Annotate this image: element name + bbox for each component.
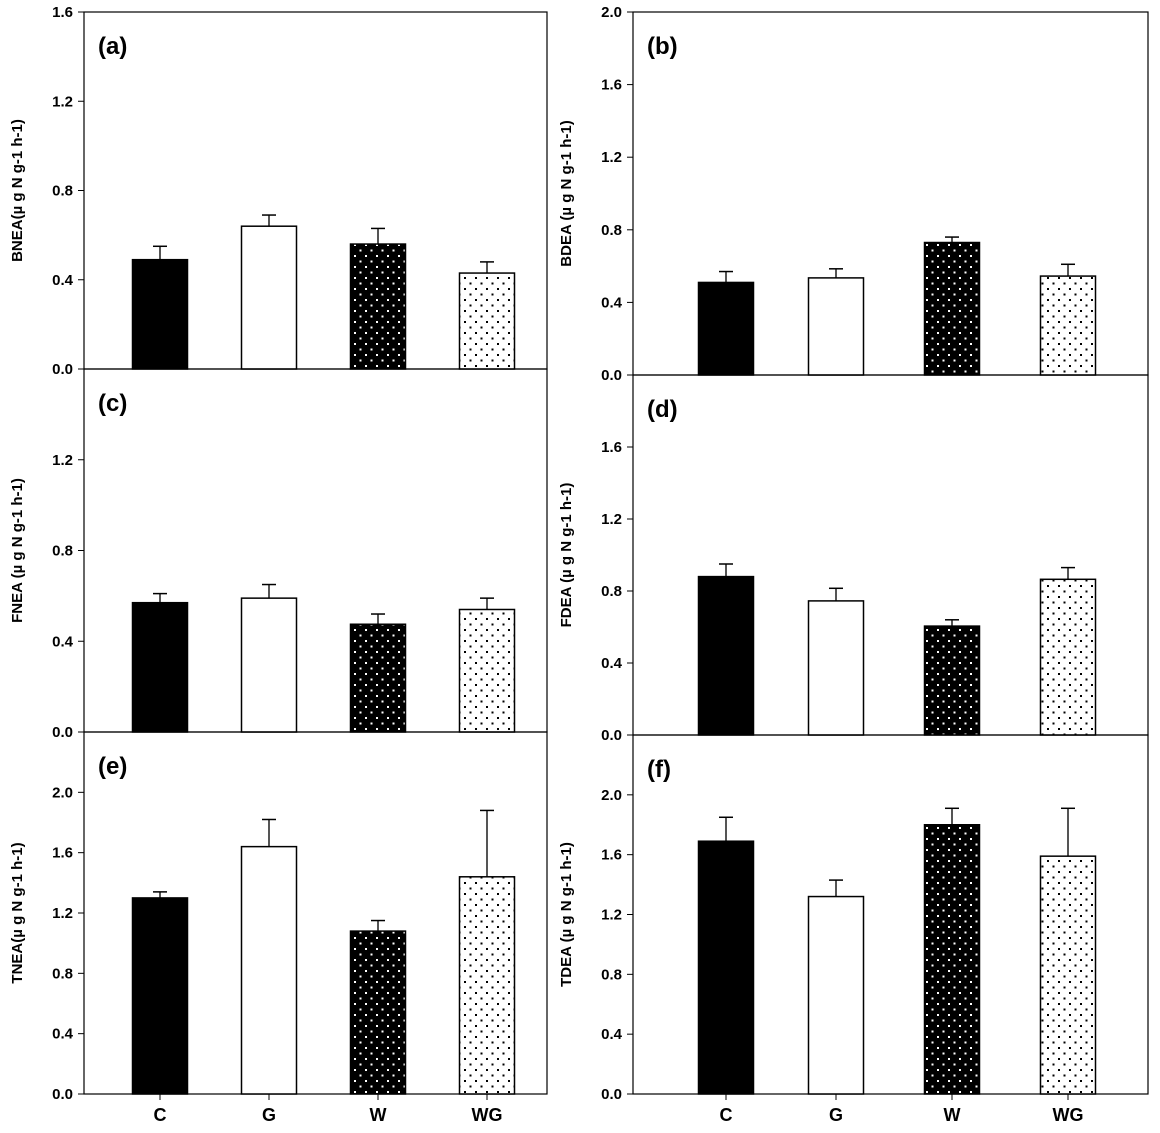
bar-G [240,845,298,1095]
bar-WG [458,876,516,1095]
panel-b: 0.0 0.4 0.8 1.2 1.6 2.0 (b) BDEA (µ g N g-1 h-1… [558,4,1149,384]
y-axis-label: TNEA(µ g N g-1 h-1) [9,842,26,983]
bar-C [131,601,189,733]
x-tick-label: WG [472,1105,503,1125]
bar-W [923,241,981,376]
y-tick-label: 0.4 [52,272,74,289]
x-tick-label: WG [1053,1105,1084,1125]
panel-label: (e) [98,753,127,780]
x-tick-label: G [829,1105,843,1125]
y-tick-label: 0.4 [52,633,74,650]
bar-W [349,243,407,370]
y-tick-label: 0.0 [52,361,73,378]
bar-C [131,897,189,1095]
bar-C [131,258,189,370]
bar-G [807,600,865,736]
y-tick-label: 0.8 [52,183,73,200]
y-tick-label: 0.0 [601,1086,622,1103]
y-tick-label: 1.6 [601,847,622,864]
bar-W [923,625,981,736]
y-tick-label: 1.6 [601,439,622,456]
panel-f: 0.0 0.4 0.8 1.2 1.6 2.0 (f) TDEA (µ g N g-1 h-1… [558,734,1149,1125]
y-tick-label: 1.6 [52,845,73,862]
bar-G [240,225,298,370]
y-tick-label: 0.8 [601,583,622,600]
y-axis-label: BDEA (µ g N g-1 h-1) [558,120,575,266]
y-tick-label: 1.2 [52,93,73,110]
panel-label: (c) [98,390,127,417]
x-tick-label: W [370,1105,387,1125]
bar-C [697,840,755,1095]
y-tick-label: 0.4 [601,1026,623,1043]
x-tick-label: C [720,1105,733,1125]
panel-label: (d) [647,396,678,423]
y-axis-label: BNEA(µ g N g-1 h-1) [9,119,26,262]
panel-c: 0.0 0.4 0.8 1.2 (c) FNEA (µ g N g-1 h-1) [9,368,548,741]
x-tick-label: G [262,1105,276,1125]
bar-W [349,930,407,1095]
y-tick-label: 0.0 [52,1086,73,1103]
bar-W [923,824,981,1095]
bar-W [349,623,407,733]
panel-label: (a) [98,33,127,60]
y-tick-label: 0.0 [52,724,73,741]
panel-a: 0.0 0.4 0.8 1.2 1.6 (a) BNEA(µ g N g-1 h-1) [9,4,548,378]
bar-G [240,597,298,733]
y-axis-label: TDEA (µ g N g-1 h-1) [558,842,575,987]
y-tick-label: 0.8 [601,222,622,239]
y-tick-label: 0.8 [601,966,622,983]
bar-C [697,575,755,736]
y-tick-label: 1.6 [601,77,622,94]
y-tick-label: 0.4 [601,294,623,311]
bar-WG [1039,855,1097,1095]
bar-WG [458,608,516,733]
bar-G [807,277,865,376]
y-tick-label: 0.4 [601,655,623,672]
y-tick-label: 1.2 [52,452,73,469]
bar-C [697,281,755,376]
y-tick-label: 0.0 [601,727,622,744]
x-tick-label: W [944,1105,961,1125]
y-axis-label: FDEA (µ g N g-1 h-1) [558,483,575,628]
y-tick-label: 0.0 [601,367,622,384]
y-tick-label: 1.2 [52,905,73,922]
bar-WG [1039,275,1097,376]
panel-label: (f) [647,756,671,783]
y-tick-label: 1.2 [601,511,622,528]
panel-e: 0.0 0.4 0.8 1.2 1.6 2.0 (e) TNEA(µ g N g-1 h-1)… [9,731,548,1125]
y-tick-label: 2.0 [601,787,622,804]
y-tick-label: 1.6 [52,4,73,21]
y-tick-label: 0.4 [52,1026,74,1043]
y-tick-label: 1.2 [601,907,622,924]
y-tick-label: 2.0 [52,784,73,801]
y-tick-label: 1.2 [601,149,622,166]
y-tick-label: 2.0 [601,4,622,21]
bar-G [807,895,865,1095]
panel-label: (b) [647,33,678,60]
bar-WG [458,272,516,370]
y-tick-label: 0.8 [52,543,73,560]
x-tick-label: C [154,1105,167,1125]
panel-d: 0.0 0.4 0.8 1.2 1.6 (d) FDEA (µ g N g-1 h-1) [558,374,1149,744]
y-axis-label: FNEA (µ g N g-1 h-1) [9,478,26,623]
y-tick-label: 0.8 [52,965,73,982]
bar-WG [1039,578,1097,736]
